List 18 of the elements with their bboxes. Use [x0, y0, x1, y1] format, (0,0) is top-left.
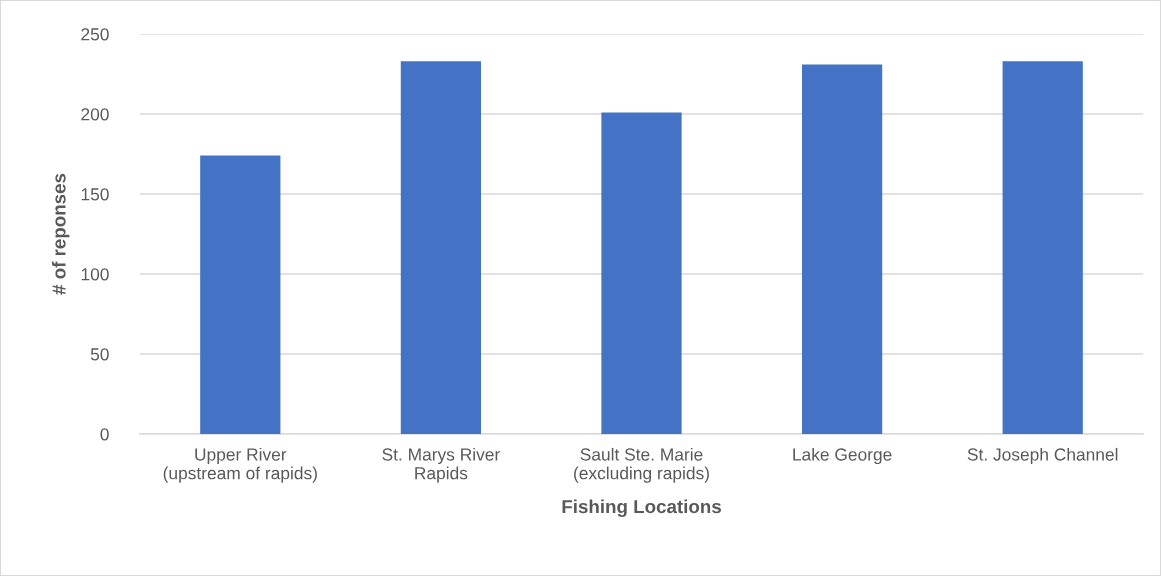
y-tick-label: 0: [100, 428, 109, 441]
bar: [1002, 61, 1083, 434]
x-tick-label: St. Marys River Rapids: [382, 447, 500, 483]
y-tick-label: 250: [81, 28, 109, 41]
x-tick-label: St. Joseph Channel: [967, 447, 1118, 465]
x-tick-label: Sault Ste. Marie (excluding rapids): [574, 447, 709, 483]
x-tick-label: Lake George: [793, 447, 892, 465]
y-tick-label: 100: [81, 268, 109, 281]
bar: [801, 64, 883, 434]
x-tick-label: Upper River (upstream of rapids): [163, 447, 317, 483]
y-tick-label: 50: [90, 348, 109, 361]
x-axis-title: Fishing Locations: [562, 499, 721, 517]
bar: [601, 112, 682, 434]
y-tick-label: 150: [81, 188, 109, 201]
y-tick-label: 200: [81, 108, 109, 121]
bar: [400, 61, 482, 434]
y-axis-title: # of reponses: [51, 173, 70, 295]
bar: [200, 155, 281, 434]
